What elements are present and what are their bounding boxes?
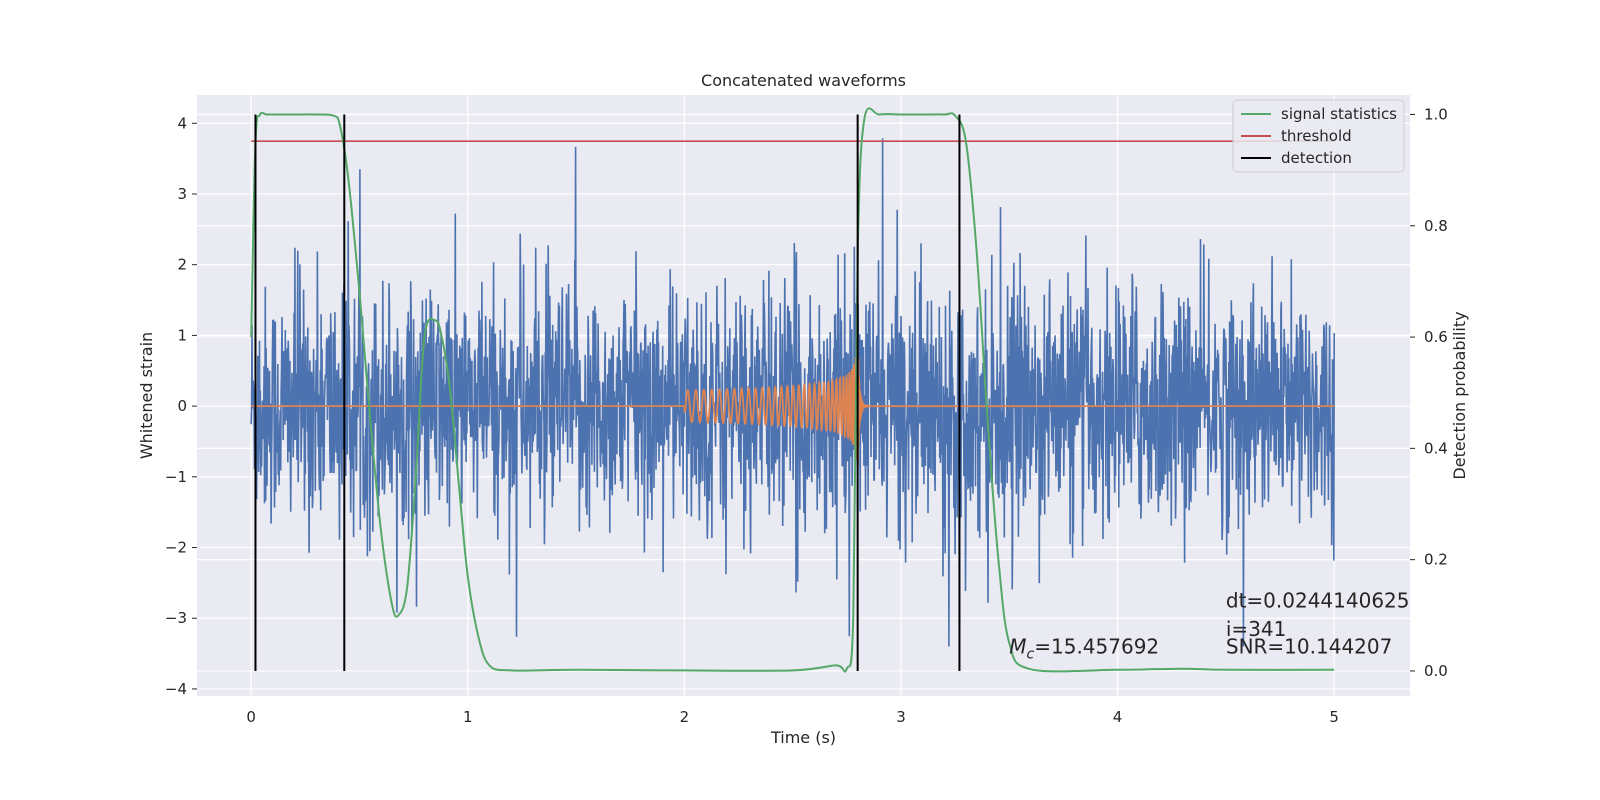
right-axis: 1.0 0.8 0.6 0.4 0.2 0.0 [1410, 105, 1448, 680]
y-tick-label: −2 [165, 539, 187, 557]
x-tick-label: 3 [896, 708, 906, 726]
y-tick-label: 3 [177, 185, 187, 203]
x-tick-label: 0 [246, 708, 256, 726]
y-tick-label: 1 [177, 326, 187, 344]
y-tick-label: 0 [177, 397, 187, 415]
y2-tick-label: 0.2 [1424, 551, 1448, 569]
legend: signal statistics threshold detection [1232, 99, 1405, 173]
y2-tick-label: 0.0 [1424, 662, 1448, 680]
y2-tick-label: 1.0 [1424, 105, 1448, 123]
template-series [251, 343, 1335, 467]
y-tick-label: 2 [177, 256, 187, 274]
legend-label: threshold [1281, 127, 1352, 145]
plot-series [250, 107, 1335, 673]
legend-label: detection [1281, 149, 1352, 167]
annotation-text: i=341 [1226, 617, 1287, 641]
y2-tick-label: 0.6 [1424, 328, 1448, 346]
y2-tick-label: 0.8 [1424, 217, 1448, 235]
annotation-text: Mc=15.457692 [1009, 635, 1159, 663]
x-tick-label: 2 [680, 708, 690, 726]
y-tick-label: −1 [165, 468, 187, 486]
y-tick-label: −3 [165, 609, 187, 627]
signal-statistics-series [250, 107, 1335, 673]
y2-tick-label: 0.4 [1424, 439, 1448, 457]
annotation-text: dt=0.0244140625 [1226, 589, 1410, 613]
legend-label: signal statistics [1281, 105, 1397, 123]
x-axis: 0 1 2 3 4 5 [246, 708, 1339, 726]
left-axis: 4 3 2 1 0 −1 −2 −3 −4 [165, 114, 197, 698]
y-axis-label: Whitened strain [137, 332, 156, 459]
y-tick-label: −4 [165, 680, 187, 698]
x-tick-label: 1 [463, 708, 473, 726]
x-tick-label: 4 [1113, 708, 1123, 726]
x-tick-label: 5 [1329, 708, 1339, 726]
x-axis-label: Time (s) [770, 728, 836, 747]
y-tick-label: 4 [177, 114, 187, 132]
legend-box [1232, 99, 1405, 173]
annotation-text: SNR=10.144207 [1226, 635, 1392, 659]
chart-title: Concatenated waveforms [701, 71, 906, 90]
y2-axis-label: Detection probability [1450, 311, 1469, 479]
